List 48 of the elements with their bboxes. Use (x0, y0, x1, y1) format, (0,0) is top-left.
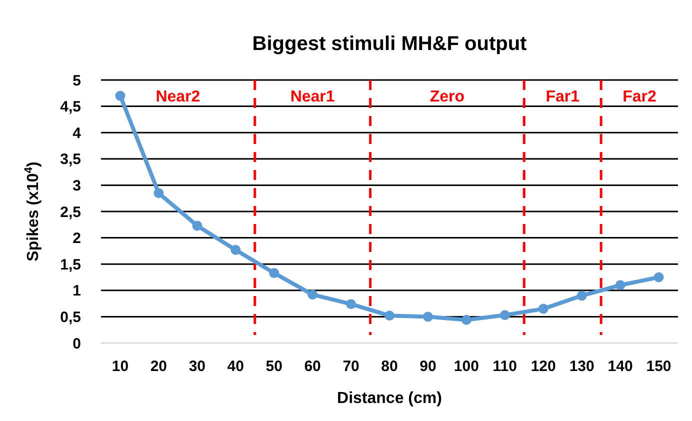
x-tick-label: 140 (608, 358, 633, 375)
y-tick-label: 3,5 (60, 151, 81, 168)
y-tick-label: 4,5 (60, 98, 81, 116)
point (576, 290, 587, 301)
y-tick-label: 1 (72, 282, 81, 300)
x-tick-label: 60 (304, 358, 321, 375)
x-tick-label: 10 (112, 358, 129, 375)
point (615, 280, 626, 290)
annotation: Far2 (622, 88, 657, 106)
y-tick-label: 1,5 (60, 256, 81, 274)
point (230, 244, 241, 255)
x-tick-label: 80 (381, 358, 398, 375)
point (269, 268, 280, 278)
annotation: Far1 (546, 88, 580, 106)
point (308, 290, 318, 300)
annotation: Zero (430, 88, 465, 106)
x-tick-label: 100 (454, 358, 479, 375)
x-tick-label: 30 (188, 358, 206, 375)
point (154, 188, 164, 198)
x-tick-label: 50 (266, 358, 282, 375)
y-tick-label: 4 (72, 124, 82, 142)
point (422, 312, 433, 322)
point (461, 314, 472, 325)
y-tick-label: 3 (72, 177, 81, 194)
y-tick-label: 2,5 (60, 204, 81, 221)
point (538, 304, 548, 314)
x-tick-label: 40 (227, 358, 244, 375)
point (115, 90, 126, 101)
y-tick-label: 0 (72, 335, 81, 352)
y-tick-label: 2 (72, 230, 81, 248)
point (500, 310, 510, 320)
y-tick-label: 0,5 (60, 308, 81, 326)
chart-title: Biggest stimuli MH&F output (252, 33, 528, 55)
y-tick-label: 5 (72, 72, 81, 90)
x-tick-label: 90 (420, 358, 436, 375)
x-tick-label: 150 (646, 358, 672, 375)
x-tick-label: 120 (530, 358, 556, 375)
point (654, 272, 664, 282)
x-axis-title: Distance (cm) (337, 390, 442, 407)
point (192, 220, 202, 231)
x-tick-label: 130 (569, 358, 594, 375)
x-tick-label: 110 (492, 358, 517, 375)
point (346, 299, 356, 310)
annotation: Near1 (290, 88, 335, 106)
annotation: Near2 (156, 88, 200, 106)
x-tick-label: 70 (342, 358, 360, 375)
point (384, 310, 394, 321)
x-tick-label: 20 (150, 358, 168, 375)
